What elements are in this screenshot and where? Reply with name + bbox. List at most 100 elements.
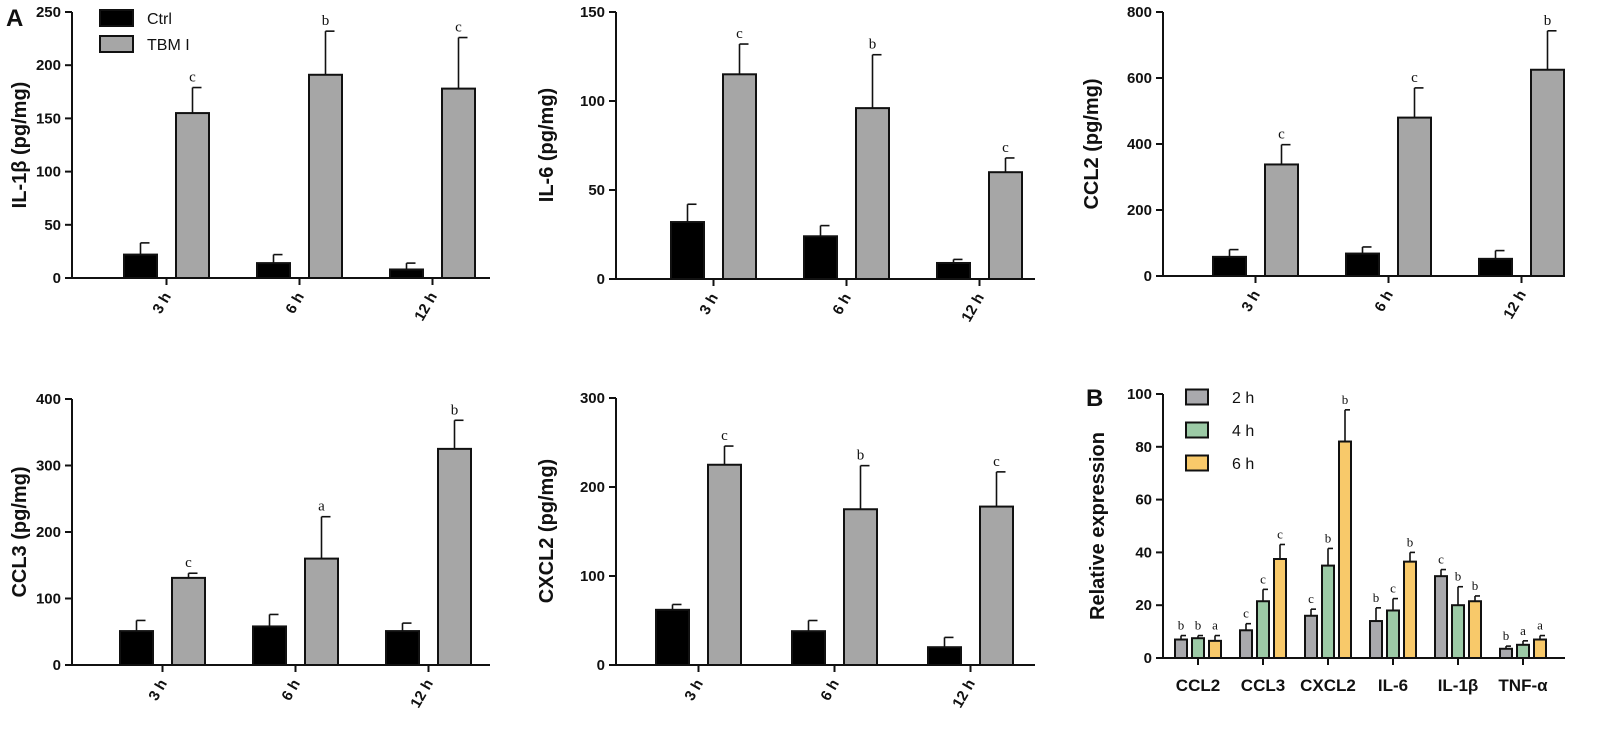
bar-tbm-i-6-h [308,73,343,279]
significance-label: c [1278,127,1285,143]
y-tick-label: 80 [1135,439,1152,456]
bar-4-h-ccl2 [1191,637,1205,660]
legend-label-ctrl: Ctrl [147,11,172,28]
bar-ctrl-6-h [791,630,826,666]
y-axis-title: IL-6 (pg/mg) [536,88,558,202]
y-tick-label: 400 [36,391,61,408]
y-tick-label: 100 [36,164,61,181]
bar-tbm-i-3-h [707,463,742,666]
y-tick-label: 100 [36,591,61,608]
bar-2-h-il-6 [1369,620,1383,659]
significance-label: b [869,37,877,53]
chart-ccl2-pg-mg: 0 200 400 600 800 CCL2 (pg/mg) 3 h c 6 h c 12 h b [1081,4,1565,322]
bar-tbm-i-12-h [437,447,472,666]
legend-swatch-2-h [1185,388,1209,406]
significance-label: c [1277,526,1283,541]
bar-6-h-il-1 [1468,600,1482,659]
bar-tbm-i-12-h [441,87,476,279]
significance-label: b [857,448,865,464]
legend-label-tbm-i: TBM I [147,37,190,54]
bar-ctrl-12-h [385,630,420,667]
significance-label: b [1455,569,1462,584]
legend-swatch-4-h [1185,421,1209,439]
y-axis-title: CXCL2 (pg/mg) [536,459,558,603]
x-tick-label: TNF-α [1498,676,1548,695]
y-tick-label: 0 [597,271,605,288]
y-tick-label: 0 [1144,650,1152,667]
y-tick-label: 0 [53,657,61,674]
significance-label: b [1373,590,1380,605]
x-tick-label: 12 h [949,677,979,711]
bar-6-h-ccl2 [1208,639,1222,660]
significance-label: c [721,428,728,444]
panel-label-b: B [1086,385,1103,412]
legend-label-6-h: 6 h [1232,456,1254,473]
y-tick-label: 50 [44,217,61,234]
significance-label: b [1195,618,1202,633]
y-tick-label: 200 [36,57,61,74]
x-tick-label: 12 h [958,291,988,325]
y-tick-label: 60 [1135,492,1152,509]
bar-4-h-il-1 [1451,604,1465,660]
bar-ctrl-6-h [803,235,838,280]
bar-ctrl-3-h [1212,255,1247,277]
y-tick-label: 100 [580,568,605,585]
x-tick-label: 3 h [681,677,707,704]
bar-tbm-i-12-h [1530,68,1565,277]
significance-label: c [736,26,743,42]
legend-swatch-ctrl [99,9,134,27]
significance-label: b [451,402,459,418]
bar-6-h-cxcl2 [1338,440,1352,659]
bar-tbm-i-12-h [988,171,1023,280]
bar-tbm-i-3-h [171,576,206,667]
bar-ctrl-3-h [119,630,154,667]
y-tick-label: 0 [53,270,61,287]
bar-tbm-i-3-h [175,112,210,279]
bar-4-h-tnf [1516,643,1530,659]
y-tick-label: 200 [580,479,605,496]
x-tick-label: 6 h [282,290,308,317]
bar-4-h-il-6 [1386,609,1400,659]
bar-tbm-i-6-h [855,107,890,281]
significance-label: c [189,70,196,86]
y-tick-label: 150 [580,4,605,21]
bar-ctrl-3-h [655,608,690,667]
x-tick-label: 6 h [817,677,843,704]
bar-2-h-tnf [1499,647,1513,660]
bar-2-h-ccl2 [1174,638,1188,660]
legend-label-2-h: 2 h [1232,390,1254,407]
x-tick-label: 3 h [696,291,722,318]
y-tick-label: 600 [1127,70,1152,87]
bar-4-h-cxcl2 [1321,564,1335,659]
panel-label-a: A [6,5,23,32]
significance-label: b [1544,13,1552,29]
chart-cxcl2-pg-mg: 0 100 200 300 CXCL2 (pg/mg) 3 h c 6 h b 12 h c [536,390,1035,711]
significance-label: b [1503,628,1510,643]
significance-label: b [1325,530,1332,545]
bar-ctrl-6-h [256,262,291,280]
y-tick-label: 250 [36,4,61,21]
significance-label: c [1308,591,1314,606]
bar-tbm-i-3-h [722,73,757,280]
bar-ctrl-12-h [936,261,971,281]
bar-4-h-ccl3 [1256,600,1270,659]
bar-tbm-i-6-h [304,557,339,666]
chart-ccl3-pg-mg: 0 100 200 300 400 CCL3 (pg/mg) 3 h c 6 h a 12 h b [9,391,490,711]
bar-6-h-il-6 [1403,560,1417,660]
significance-label: c [185,555,192,571]
significance-label: b [322,13,330,29]
significance-label: c [1002,140,1009,156]
significance-label: a [318,499,325,515]
y-tick-label: 300 [36,458,61,475]
x-tick-label: 3 h [145,677,171,704]
x-tick-label: CCL2 [1176,676,1220,695]
y-tick-label: 20 [1135,597,1152,614]
legend-panel-a: Ctrl TBM I [99,9,190,54]
bar-ctrl-12-h [927,646,962,667]
significance-label: c [1243,606,1249,621]
x-tick-label: IL-6 [1378,676,1408,695]
legend-label-4-h: 4 h [1232,423,1254,440]
